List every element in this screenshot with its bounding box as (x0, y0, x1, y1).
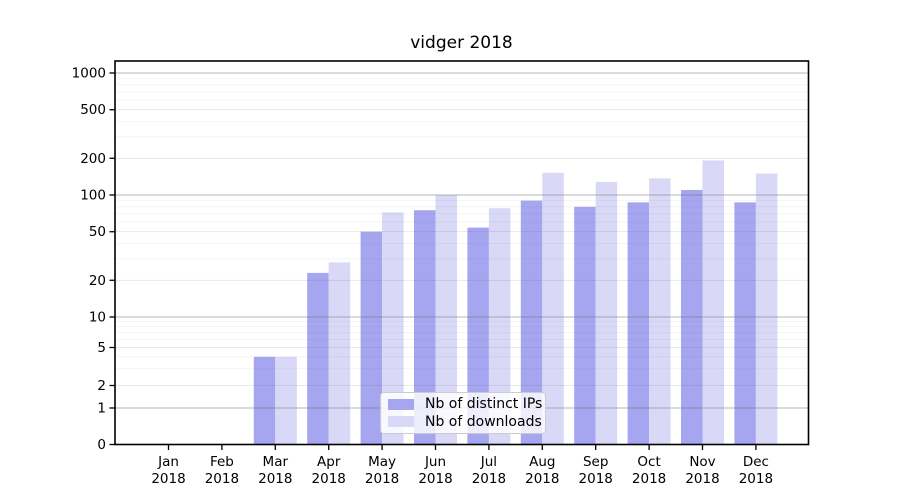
y-tick-label: 200 (80, 151, 106, 167)
x-tick-label: Aug 2018 (525, 454, 559, 487)
bar-downloads (435, 195, 457, 445)
bar-downloads (542, 172, 564, 445)
legend-swatch-distinct-ips-icon (388, 398, 414, 410)
y-tick-label: 2 (97, 378, 106, 394)
y-tick-label: 100 (80, 188, 106, 204)
y-tick-label: 50 (89, 224, 106, 240)
legend-label-downloads: Nb of downloads (425, 413, 542, 430)
bar-downloads (328, 262, 351, 445)
x-tick-label: Apr 2018 (312, 454, 346, 487)
labels-layer: 0 1 2 5 10 20 50 100 200 500 1000 Jan 2018 Feb 2018 Mar… (72, 66, 773, 488)
x-tick-label: Jan 2018 (151, 454, 185, 487)
bar-distinct-ips (307, 272, 329, 445)
grid-layer (115, 72, 808, 409)
bar-distinct-ips (520, 200, 543, 445)
bar-downloads (488, 208, 511, 445)
bar-downloads (755, 173, 778, 445)
x-tick-label: Nov 2018 (685, 454, 719, 487)
bar-distinct-ips (414, 210, 436, 445)
y-tick-label: 5 (97, 340, 106, 356)
bar-distinct-ips (360, 231, 383, 445)
x-tick-label: Mar 2018 (258, 454, 292, 487)
bar-downloads (649, 178, 671, 445)
legend-item-downloads: Nb of downloads (381, 413, 545, 430)
plot-border (114, 60, 810, 446)
chart-title: vidger 2018 (410, 33, 513, 53)
bar-distinct-ips (467, 227, 489, 445)
bar-distinct-ips (253, 356, 276, 445)
axes-layer (109, 60, 810, 450)
bar-distinct-ips (734, 202, 756, 445)
bar-downloads (595, 181, 618, 445)
y-tick-label: 10 (89, 310, 106, 326)
x-tick-label: Jun 2018 (418, 454, 452, 487)
x-tick-label: Oct 2018 (632, 454, 666, 487)
x-tick-label: Jul 2018 (472, 454, 506, 487)
legend: Nb of distinct IPs Nb of downloads (380, 392, 546, 434)
legend-swatch-downloads-icon (388, 416, 414, 428)
x-tick-label: May 2018 (365, 454, 399, 487)
legend-item-distinct-ips: Nb of distinct IPs (381, 396, 545, 413)
y-tick-label: 1000 (72, 66, 106, 82)
x-tick-label: Feb 2018 (205, 454, 239, 487)
bar-distinct-ips (627, 202, 650, 445)
x-tick-label: Sep 2018 (579, 454, 613, 487)
y-tick-label: 0 (97, 437, 106, 453)
bar-downloads (275, 356, 297, 445)
y-tick-label: 1 (97, 401, 106, 417)
legend-label-distinct-ips: Nb of distinct IPs (425, 396, 543, 413)
bar-downloads (702, 160, 724, 445)
bar-distinct-ips (574, 206, 596, 445)
y-tick-label: 500 (80, 102, 106, 118)
bar-downloads (382, 212, 404, 445)
x-tick-label: Dec 2018 (739, 454, 773, 487)
y-tick-label: 20 (89, 273, 106, 289)
